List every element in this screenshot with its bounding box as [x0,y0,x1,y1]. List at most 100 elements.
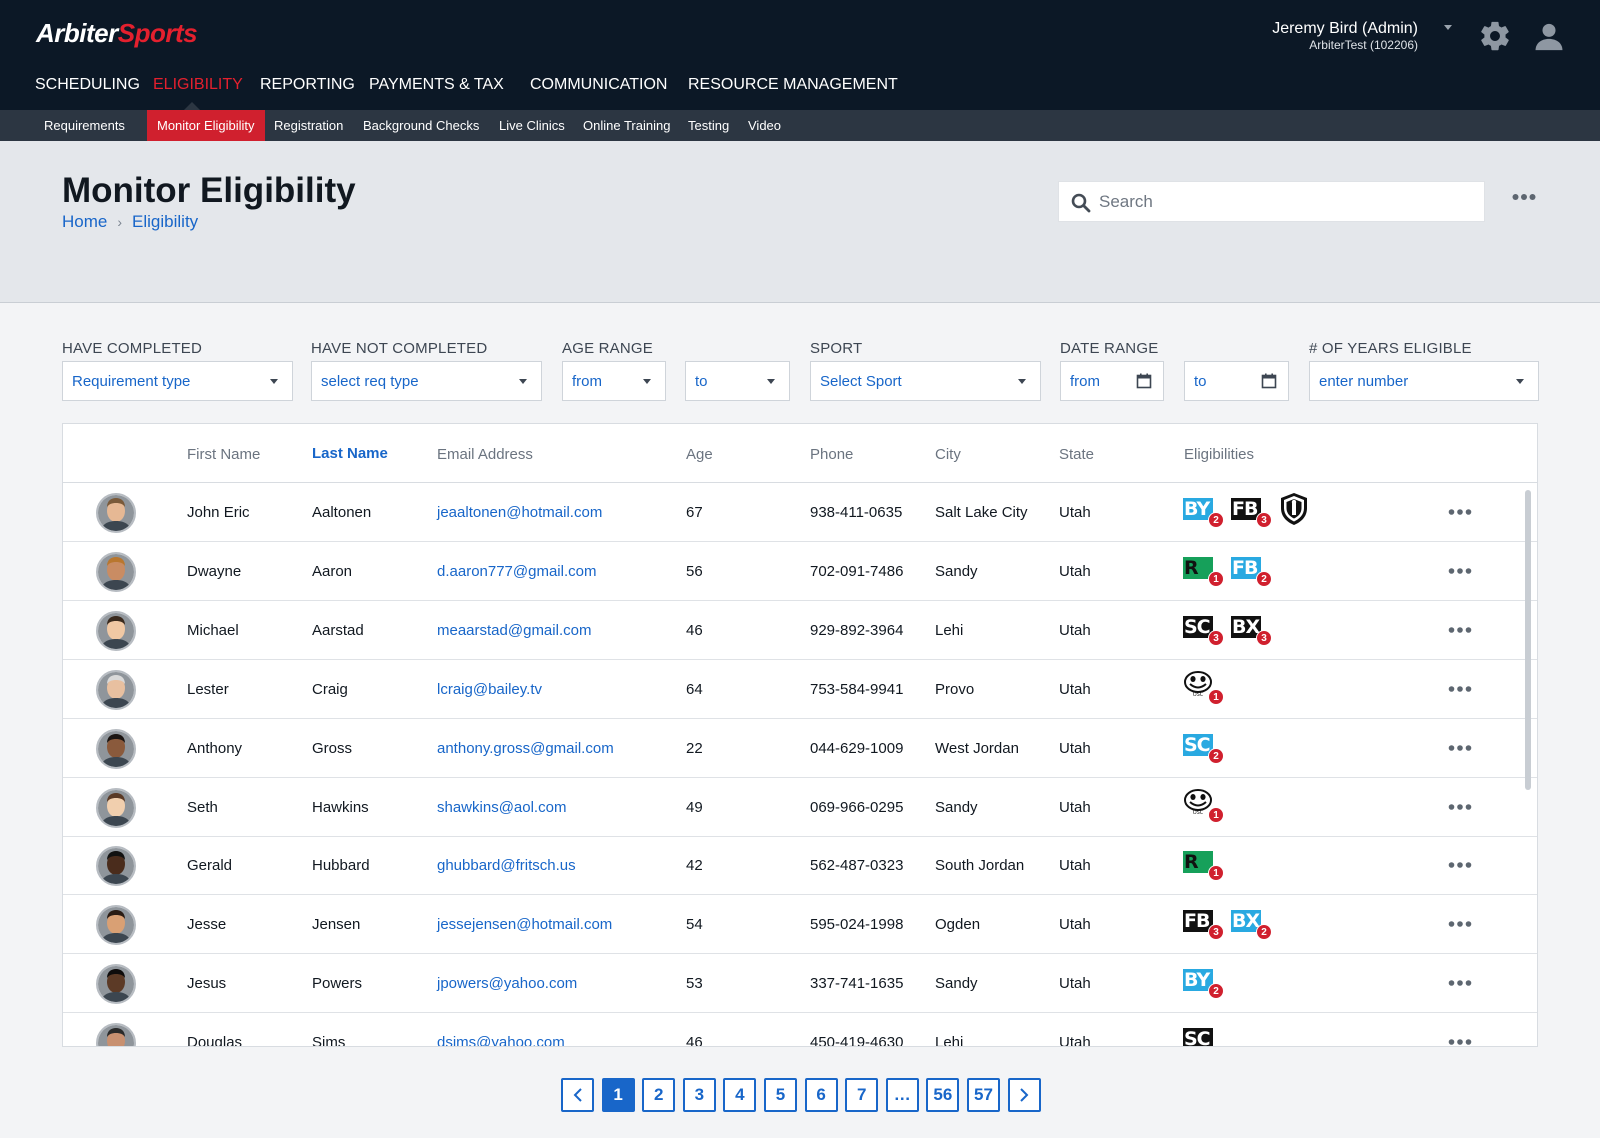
email-cell[interactable]: shawkins@aol.com [437,798,567,816]
email-cell[interactable]: jpowers@yahoo.com [437,975,578,993]
calendar-icon[interactable] [1261,373,1277,389]
eligibility-badge[interactable]: BY 2 [1183,496,1224,528]
more-options-icon[interactable] [1512,193,1536,201]
pagination-prev-button[interactable] [561,1078,594,1112]
table-row[interactable]: Anthony Gross anthony.gross@gmail.com 22 044… [63,719,1537,778]
user-menu-caret-icon[interactable] [1444,25,1452,30]
table-row[interactable]: Lester Craig lcraig@bailey.tv 64 753-584-994… [63,660,1537,719]
column-email[interactable]: Email Address [437,446,533,463]
gear-icon[interactable] [1478,19,1512,53]
column-first-name[interactable]: First Name [187,446,261,463]
subnav-video[interactable]: Video [748,118,782,133]
eligibility-badge[interactable]: OSC 1 [1183,788,1224,823]
have-not-completed-select[interactable]: select req type [311,361,542,401]
row-more-options-icon[interactable] [1448,685,1472,693]
user-menu[interactable]: Jeremy Bird (Admin) ArbiterTest (102206) [1272,20,1418,53]
eligibility-badge[interactable]: FB 3 [1183,908,1224,941]
email-cell[interactable]: meaarstad@gmail.com [437,621,592,639]
eligibility-badge[interactable]: FB 2 [1231,555,1272,587]
row-more-options-icon[interactable] [1448,861,1472,869]
column-last-name[interactable]: Last Name [312,445,388,462]
pagination-page-4[interactable]: 4 [723,1078,757,1112]
pagination-page-6[interactable]: 6 [804,1078,838,1112]
arbiter-sports-logo[interactable]: ArbiterSports [36,18,198,49]
breadcrumb-home[interactable]: Home [62,212,108,231]
email-cell[interactable]: lcraig@bailey.tv [437,680,542,698]
eligibility-badge[interactable]: OSC 1 [1183,670,1224,705]
date-to-input[interactable]: to [1184,361,1289,401]
email-cell[interactable]: jeaaltonen@hotmail.com [437,504,603,521]
table-row[interactable]: Seth Hawkins shawkins@aol.com 49 069-966-029… [63,778,1537,837]
column-phone[interactable]: Phone [810,446,854,463]
row-more-options-icon[interactable] [1448,1038,1472,1046]
pagination-ellipsis[interactable]: … [885,1078,919,1112]
pagination-next-button[interactable] [1007,1078,1041,1112]
email-cell[interactable]: dsims@yahoo.com [437,1034,565,1047]
subnav-online-training[interactable]: Online Training [583,118,671,133]
pagination-page-5[interactable]: 5 [764,1078,797,1112]
column-state[interactable]: State [1059,446,1095,463]
email-cell[interactable]: d.aaron777@gmail.com [437,562,597,580]
pagination-page-3[interactable]: 3 [682,1078,716,1112]
email-cell[interactable]: jessejensen@hotmail.com [437,916,613,934]
table-row[interactable]: John Eric Aaltonen jeaaltonen@hotmail.com 6… [63,483,1537,542]
table-row[interactable]: Dwayne Aaron d.aaron777@gmail.com 56 702-091… [63,542,1537,601]
column-city[interactable]: City [935,446,961,463]
eligibility-badge[interactable]: SC 2 [1183,732,1224,764]
table-scrollbar[interactable] [1525,490,1531,790]
table-row[interactable]: Jesus Powers jpowers@yahoo.com 53 337-741-16… [63,954,1537,1014]
eligibility-badge[interactable]: SC [1183,1026,1217,1046]
table-row[interactable]: Douglas Sims dsims@yahoo.com 46 450-419-4630… [63,1013,1537,1047]
have-completed-select[interactable]: Requirement type [62,361,293,401]
eligibility-count-badge: 3 [1208,629,1224,646]
pagination-page-57[interactable]: 57 [967,1078,1000,1112]
column-age[interactable]: Age [686,446,713,463]
sport-select[interactable]: Select Sport [810,361,1041,401]
email-cell[interactable]: ghubbard@fritsch.us [437,857,576,875]
column-eligibilities[interactable]: Eligibilities [1184,446,1255,463]
eligibility-badge[interactable]: BX 3 [1231,614,1272,646]
age-from-select[interactable]: from [562,361,666,401]
row-more-options-icon[interactable] [1448,626,1472,634]
subnav-monitor-eligibility[interactable]: Monitor Eligibility [147,110,265,141]
subnav-requirements[interactable]: Requirements [44,118,125,133]
row-more-options-icon[interactable] [1448,567,1472,575]
email-cell[interactable]: anthony.gross@gmail.com [437,739,614,757]
nav-eligibility[interactable]: ELIGIBILITY [153,76,243,93]
nav-resource-management[interactable]: RESOURCE MANAGEMENT [688,76,898,93]
eligibility-badge[interactable] [1279,493,1313,525]
nav-communication[interactable]: COMMUNICATION [530,76,668,93]
nav-payments-tax[interactable]: PAYMENTS & TAX [369,76,504,93]
table-row[interactable]: Gerald Hubbard ghubbard@fritsch.us 42 562-48… [63,836,1537,896]
subnav-testing[interactable]: Testing [688,118,730,133]
row-more-options-icon[interactable] [1448,920,1472,928]
calendar-icon[interactable] [1136,373,1152,389]
date-from-input[interactable]: from [1060,361,1164,401]
eligibility-badge[interactable]: BY 2 [1183,967,1224,1000]
age-to-select[interactable]: to [685,361,790,401]
eligibility-badge[interactable]: BX 2 [1231,908,1272,941]
pagination-page-7[interactable]: 7 [845,1078,879,1112]
row-more-options-icon[interactable] [1448,744,1472,752]
subnav-live-clinics[interactable]: Live Clinics [499,118,565,133]
row-more-options-icon[interactable] [1448,508,1472,516]
eligibility-badge[interactable]: FB 3 [1231,496,1272,528]
subnav-background-checks[interactable]: Background Checks [363,118,480,133]
table-row[interactable]: Jesse Jensen jessejensen@hotmail.com 54 595-… [63,895,1537,955]
row-more-options-icon[interactable] [1448,803,1472,811]
user-avatar-icon[interactable] [1532,19,1566,53]
subnav-registration[interactable]: Registration [274,118,344,133]
pagination-page-1[interactable]: 1 [601,1078,635,1112]
eligibility-badge[interactable]: SC 3 [1183,614,1224,646]
search-input[interactable] [1099,187,1469,217]
nav-reporting[interactable]: REPORTING [260,76,355,93]
nav-scheduling[interactable]: SCHEDULING [35,76,140,93]
row-more-options-icon[interactable] [1448,979,1472,987]
table-row[interactable]: Michael Aarstad meaarstad@gmail.com 46 929-8… [63,601,1537,660]
pagination-page-2[interactable]: 2 [642,1078,676,1112]
breadcrumb-eligibility[interactable]: Eligibility [132,212,199,231]
pagination-page-56[interactable]: 56 [926,1078,960,1112]
years-eligible-select[interactable]: enter number [1309,361,1539,401]
